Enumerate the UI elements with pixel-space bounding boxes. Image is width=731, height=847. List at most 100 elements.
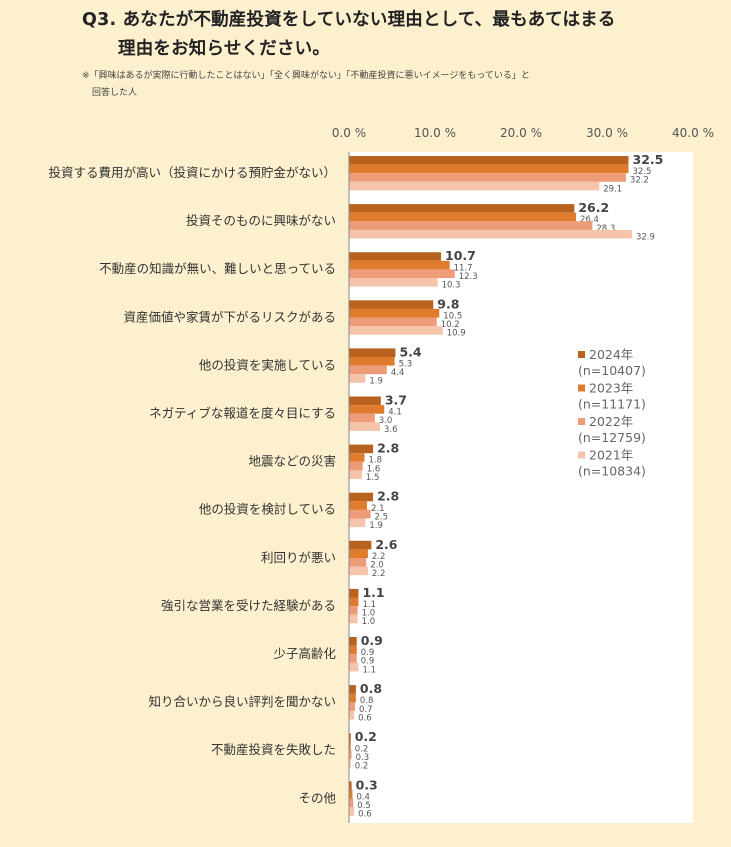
legend-n-label: (n=12759) bbox=[578, 430, 646, 445]
legend-n-label: (n=10834) bbox=[578, 464, 646, 479]
data-label: 0.2 bbox=[355, 762, 369, 772]
bar bbox=[349, 588, 359, 598]
bar bbox=[349, 181, 600, 191]
data-label: 0.9 bbox=[361, 648, 375, 658]
data-label: 10.9 bbox=[447, 329, 466, 339]
category-label: 他の投資を実施している bbox=[199, 357, 336, 372]
bar bbox=[349, 518, 366, 528]
data-label: 32.2 bbox=[630, 176, 649, 186]
bar bbox=[349, 204, 575, 213]
category-label: 不動産の知識が無い、難しいと思っている bbox=[99, 261, 336, 276]
data-label: 2.1 bbox=[371, 504, 385, 514]
bar bbox=[349, 260, 450, 270]
bar bbox=[349, 413, 375, 423]
x-tick-label: 10.0 % bbox=[414, 126, 456, 140]
data-label: 32.5 bbox=[633, 152, 664, 167]
data-label: 32.9 bbox=[636, 232, 655, 242]
data-label: 1.8 bbox=[368, 456, 382, 466]
data-label: 0.5 bbox=[357, 801, 371, 811]
bar-chart: 0.0 % 10.0 % 20.0 % 30.0 % 40.0 % 投資する費用が高い（投… bbox=[48, 126, 714, 823]
bar bbox=[349, 693, 356, 703]
bar bbox=[349, 798, 354, 808]
data-label: 3.6 bbox=[384, 425, 398, 435]
bar bbox=[349, 278, 438, 287]
category-label: 投資する費用が高い（投資にかける預貯金がない） bbox=[48, 165, 336, 180]
data-label: 10.3 bbox=[442, 281, 461, 291]
bar bbox=[349, 759, 351, 768]
category-label: 不動産投資を失敗した bbox=[211, 742, 336, 757]
data-label: 1.9 bbox=[369, 377, 383, 387]
data-label: 2.2 bbox=[372, 569, 386, 579]
bar bbox=[349, 470, 362, 479]
bar bbox=[349, 357, 395, 366]
title-line-1: Q3. あなたが不動産投資をしていない理由として、最もあてはまる bbox=[82, 10, 616, 30]
bar bbox=[349, 558, 367, 567]
legend-n-label: (n=10407) bbox=[578, 363, 646, 378]
x-tick-label: 20.0 % bbox=[500, 126, 542, 140]
category-label: 地震などの災害 bbox=[248, 454, 336, 469]
bar bbox=[349, 549, 368, 558]
note-line-1: ※「興味はあるが実際に行動したことはない」「全く興味がない」「不動産投資に悪いイ… bbox=[82, 71, 530, 81]
bar bbox=[349, 710, 355, 720]
bar bbox=[349, 750, 352, 759]
bar bbox=[349, 597, 359, 607]
data-label: 5.3 bbox=[399, 360, 413, 370]
data-label: 4.1 bbox=[388, 408, 402, 418]
data-label: 28.3 bbox=[596, 224, 615, 234]
bar bbox=[349, 614, 358, 624]
bar bbox=[349, 374, 366, 383]
data-label: 26.4 bbox=[580, 215, 599, 225]
bar bbox=[349, 212, 577, 222]
data-label: 1.6 bbox=[367, 464, 381, 474]
bar bbox=[349, 453, 365, 462]
legend-swatch bbox=[578, 351, 585, 358]
data-label: 0.9 bbox=[361, 633, 383, 648]
data-label: 26.2 bbox=[578, 200, 609, 215]
bar bbox=[349, 789, 353, 799]
category-label: 資産価値や家賃が下がるリスクがある bbox=[123, 309, 336, 324]
bar bbox=[349, 733, 351, 742]
data-label: 0.2 bbox=[355, 744, 369, 754]
bar bbox=[349, 326, 443, 335]
data-label: 3.7 bbox=[385, 393, 407, 408]
category-label: 他の投資を検討している bbox=[199, 502, 336, 517]
category-label: 知り合いから良い評判を聞かない bbox=[148, 694, 336, 709]
category-label: ネガティブな報道を度々目にする bbox=[149, 406, 336, 421]
bar bbox=[349, 444, 374, 454]
data-label: 9.8 bbox=[437, 296, 459, 311]
data-label: 1.0 bbox=[362, 617, 376, 627]
legend-label: 2022年 bbox=[589, 414, 633, 429]
bar bbox=[349, 781, 352, 790]
bar bbox=[349, 702, 356, 711]
bar bbox=[349, 741, 351, 751]
category-label: 投資そのものに興味がない bbox=[186, 213, 336, 228]
bar bbox=[349, 221, 593, 230]
category-label: 利回りが悪い bbox=[261, 550, 336, 565]
bar bbox=[349, 348, 396, 357]
chart-title: Q3. あなたが不動産投資をしていない理由として、最もあてはまる 理由をお知らせ… bbox=[82, 6, 616, 64]
bar bbox=[349, 540, 372, 550]
data-label: 0.6 bbox=[358, 810, 372, 820]
x-tick-label: 0.0 % bbox=[332, 126, 366, 140]
bar bbox=[349, 501, 368, 510]
x-tick-label: 30.0 % bbox=[586, 126, 628, 140]
bar bbox=[349, 662, 359, 672]
bar bbox=[349, 566, 368, 576]
bar bbox=[349, 164, 629, 174]
data-label: 11.7 bbox=[454, 263, 473, 273]
legend-label: 2024年 bbox=[589, 347, 633, 362]
legend-swatch bbox=[578, 451, 585, 459]
data-label: 2.2 bbox=[372, 552, 386, 562]
data-label: 1.1 bbox=[362, 585, 384, 600]
data-label: 2.5 bbox=[375, 512, 389, 522]
legend-swatch bbox=[578, 384, 585, 392]
bar bbox=[349, 654, 357, 663]
data-label: 1.1 bbox=[362, 600, 376, 610]
data-label: 0.6 bbox=[358, 713, 372, 723]
legend-label: 2023年 bbox=[589, 381, 633, 396]
bar bbox=[349, 461, 363, 471]
data-label: 5.4 bbox=[399, 344, 421, 359]
data-label: 0.2 bbox=[355, 729, 377, 744]
data-label: 10.5 bbox=[443, 311, 462, 321]
bar bbox=[349, 396, 381, 406]
